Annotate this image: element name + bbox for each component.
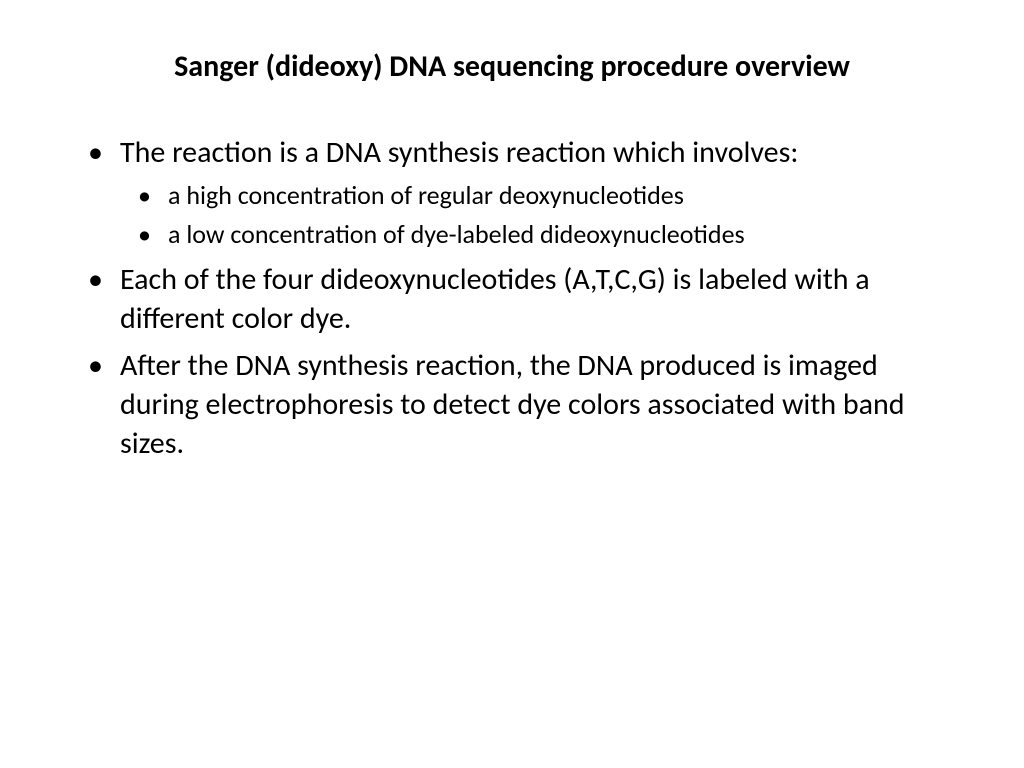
sub-bullet-item: a high concentration of regular deoxynuc…	[120, 178, 952, 213]
bullet-item: After the DNA synthesis reaction, the DN…	[72, 346, 952, 463]
bullet-text: The reaction is a DNA synthesis reaction…	[120, 134, 798, 171]
sub-bullet-list: a high concentration of regular deoxynuc…	[120, 178, 952, 252]
bullet-item: The reaction is a DNA synthesis reaction…	[72, 133, 952, 252]
slide-title: Sanger (dideoxy) DNA sequencing procedur…	[72, 48, 952, 85]
sub-bullet-item: a low concentration of dye-labeled dideo…	[120, 217, 952, 252]
bullet-item: Each of the four dideoxynucleotides (A,T…	[72, 260, 952, 338]
main-bullet-list: The reaction is a DNA synthesis reaction…	[72, 133, 952, 463]
